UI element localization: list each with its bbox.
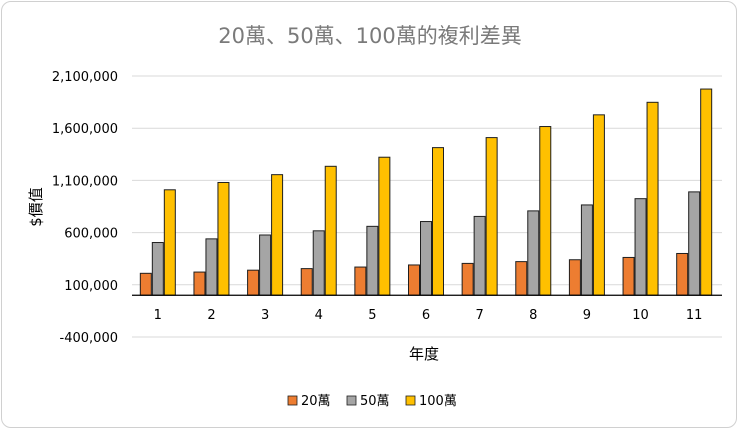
legend-item: 100萬: [405, 394, 457, 409]
legend-label: 20萬: [301, 394, 331, 409]
bar-20萬-year-9: [568, 259, 581, 296]
bar-100萬-year-1: [163, 189, 176, 296]
x-tick-label: 9: [583, 308, 591, 323]
bar-20萬-year-2: [193, 271, 206, 296]
bar-50萬-year-8: [527, 210, 540, 296]
bar-100萬-year-2: [217, 181, 230, 296]
legend: 20萬 50萬 100萬: [287, 394, 457, 409]
bar-50萬-year-5: [366, 225, 379, 296]
bar-100萬-year-5: [378, 156, 391, 296]
bar-20萬-year-3: [247, 269, 260, 296]
x-tick-label: 3: [261, 308, 269, 323]
bar-100萬-year-3: [271, 174, 284, 296]
legend-swatch: [346, 395, 357, 406]
x-tick-label: 8: [529, 308, 537, 323]
bar-50萬-year-3: [259, 234, 272, 296]
x-tick-label: 4: [315, 308, 323, 323]
bar-50萬-year-11: [688, 191, 701, 296]
bar-100萬-year-10: [646, 101, 659, 296]
y-axis-label: $價值: [27, 187, 45, 227]
bar-100萬-year-9: [592, 114, 605, 296]
bar-100萬-year-7: [485, 137, 498, 296]
bar-20萬-year-10: [622, 256, 635, 296]
legend-label: 100萬: [419, 394, 457, 409]
bar-50萬-year-7: [473, 215, 486, 296]
legend-swatch: [405, 395, 416, 406]
chart-title: 20萬、50萬、100萬的複利差異: [218, 24, 522, 48]
x-tick-label: 10: [632, 308, 649, 323]
bar-50萬-year-4: [312, 230, 325, 296]
bar-50萬-year-10: [634, 198, 647, 296]
x-tick-label: 1: [154, 308, 162, 323]
x-tick-label: 6: [422, 308, 430, 323]
y-tick-label: 2,100,000: [52, 70, 118, 85]
bar-50萬-year-9: [580, 204, 593, 296]
legend-item: 20萬: [287, 394, 331, 409]
y-tick-label: -400,000: [60, 331, 118, 346]
legend-item: 50萬: [346, 394, 390, 409]
bar-20萬-year-8: [515, 261, 528, 296]
x-tick-label: 5: [368, 308, 376, 323]
y-axis-ticks: 2,100,000 1,600,000 1,100,000 600,000 100,00…: [52, 70, 118, 346]
y-tick-label: 1,100,000: [52, 174, 118, 189]
bar-20萬-year-5: [354, 266, 367, 296]
legend-swatch: [287, 395, 298, 406]
y-tick-label: 100,000: [64, 279, 118, 294]
bar-100萬-year-6: [432, 147, 444, 296]
bar-100萬-year-8: [539, 126, 552, 296]
bar-20萬-year-11: [676, 252, 689, 296]
bar-20萬-year-4: [300, 268, 313, 296]
bar-50萬-year-1: [151, 242, 164, 296]
bars: [139, 88, 713, 296]
y-tick-label: 600,000: [64, 227, 118, 242]
legend-label: 50萬: [360, 394, 390, 409]
x-tick-label: 7: [475, 308, 483, 323]
bar-20萬-year-6: [408, 264, 420, 296]
bar-100萬-year-4: [324, 165, 337, 296]
x-tick-label: 2: [207, 308, 215, 323]
y-tick-label: 1,600,000: [52, 122, 118, 137]
x-axis-ticks: 1 2 3 4 5 6 7 8 9 10 11: [154, 308, 703, 323]
bar-50萬-year-6: [420, 221, 432, 296]
x-axis-label: 年度: [409, 345, 439, 363]
bar-20萬-year-1: [139, 272, 152, 296]
bar-50萬-year-2: [205, 238, 218, 296]
bar-100萬-year-11: [700, 88, 713, 296]
bar-20萬-year-7: [461, 262, 474, 296]
x-tick-label: 11: [686, 308, 703, 323]
